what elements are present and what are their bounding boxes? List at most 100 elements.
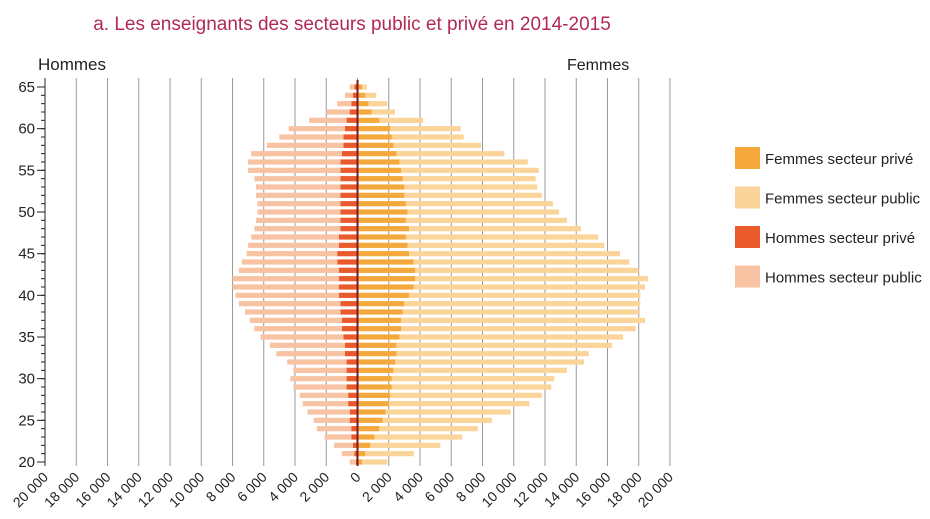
- bar: [248, 159, 341, 165]
- bar: [413, 284, 645, 290]
- bar: [345, 342, 358, 348]
- bar: [368, 101, 388, 107]
- bar: [409, 251, 620, 257]
- x-tick-label: 8 000: [203, 469, 239, 505]
- bar: [399, 334, 624, 340]
- bar: [354, 451, 358, 457]
- bar: [357, 192, 405, 198]
- x-tick-label: 2 000: [296, 469, 332, 505]
- bar: [357, 151, 397, 157]
- legend-label: Hommes secteur privé: [765, 230, 915, 247]
- bar: [249, 317, 342, 323]
- bar: [340, 301, 358, 307]
- y-tick-label: 35: [18, 329, 35, 346]
- bar: [324, 434, 352, 440]
- bar: [404, 192, 542, 198]
- legend-label: Femmes secteur privé: [765, 151, 913, 168]
- bar: [340, 217, 358, 223]
- bar: [254, 226, 341, 232]
- bar: [238, 267, 339, 273]
- bar: [346, 376, 358, 382]
- y-tick-label: 30: [18, 371, 35, 388]
- bar: [402, 176, 536, 182]
- bar: [357, 117, 380, 123]
- y-tick-label: 20: [18, 454, 35, 471]
- bar: [349, 109, 358, 115]
- bar: [357, 109, 372, 115]
- bar: [349, 84, 355, 90]
- bar: [357, 251, 410, 257]
- bar: [248, 167, 341, 173]
- left-label: Hommes: [38, 55, 106, 74]
- bar: [365, 92, 377, 98]
- x-tick-label: 10 000: [166, 469, 208, 511]
- bar: [238, 301, 341, 307]
- bar: [405, 217, 567, 223]
- bar: [401, 167, 539, 173]
- bar: [357, 134, 392, 140]
- bar: [313, 417, 350, 423]
- bar: [232, 276, 339, 282]
- bar: [343, 142, 358, 148]
- bar: [235, 292, 339, 298]
- bar: [371, 109, 395, 115]
- bar: [270, 342, 345, 348]
- bar: [413, 259, 630, 265]
- bar: [349, 417, 358, 423]
- legend-swatch: [735, 265, 760, 288]
- bar: [362, 84, 367, 90]
- bar: [357, 184, 405, 190]
- bar: [337, 259, 358, 265]
- bar: [338, 276, 358, 282]
- bar: [293, 384, 347, 390]
- bar: [415, 276, 649, 282]
- bar: [405, 234, 599, 240]
- bar: [346, 367, 358, 373]
- bar: [407, 242, 605, 248]
- bar: [357, 142, 394, 148]
- bar: [395, 359, 585, 365]
- bar: [357, 101, 369, 107]
- x-tick-label: 6 000: [234, 469, 270, 505]
- bar: [316, 426, 352, 432]
- bar: [232, 284, 339, 290]
- bar: [340, 201, 358, 207]
- bar: [401, 326, 636, 332]
- bar: [390, 392, 542, 398]
- bar: [382, 417, 492, 423]
- bar: [404, 184, 538, 190]
- bar: [345, 92, 353, 98]
- bar: [348, 401, 358, 407]
- bar: [402, 309, 639, 315]
- bar: [391, 376, 555, 382]
- bar: [334, 442, 353, 448]
- bar: [357, 84, 363, 90]
- bar: [396, 342, 613, 348]
- bar: [357, 434, 375, 440]
- bar: [349, 459, 356, 465]
- bar: [341, 326, 358, 332]
- bar: [260, 334, 344, 340]
- bar: [390, 126, 461, 132]
- bar: [241, 259, 338, 265]
- bar: [326, 109, 350, 115]
- bar: [357, 226, 410, 232]
- bar: [409, 226, 581, 232]
- bar: [357, 276, 416, 282]
- bar: [357, 459, 363, 465]
- bar: [357, 342, 397, 348]
- bar: [266, 142, 344, 148]
- bar: [409, 292, 641, 298]
- x-tick-label: 0: [347, 469, 364, 486]
- bar: [341, 317, 358, 323]
- bar: [357, 209, 408, 215]
- y-tick-label: 55: [18, 162, 35, 179]
- bar: [352, 442, 358, 448]
- bar: [362, 459, 388, 465]
- bar: [357, 126, 391, 132]
- bar: [391, 134, 464, 140]
- y-tick-label: 40: [18, 287, 35, 304]
- bar: [393, 367, 567, 373]
- bar: [357, 442, 370, 448]
- bar: [351, 101, 358, 107]
